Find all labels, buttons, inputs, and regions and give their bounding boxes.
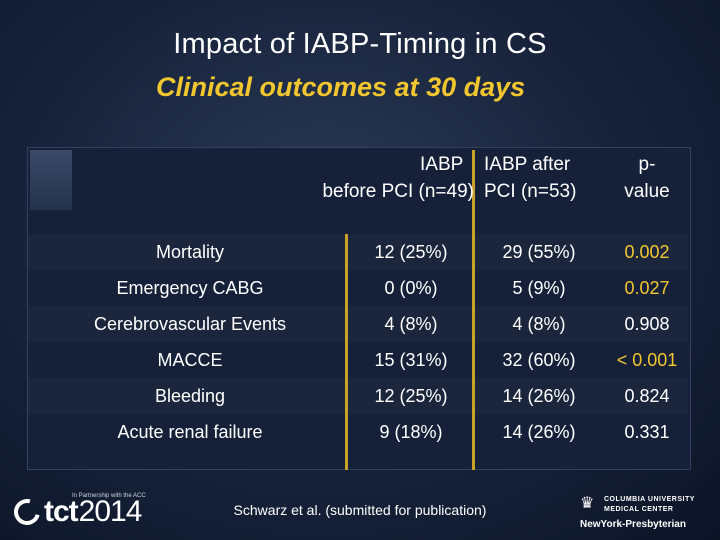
header-p-line1: p- — [638, 154, 656, 175]
row-after-value: 29 (55%) — [502, 242, 576, 262]
tct-logo-text: tct — [44, 495, 79, 528]
cu-line2: MEDICAL CENTER — [604, 506, 674, 513]
row-before-value: 9 (18%) — [379, 422, 443, 442]
row-p-value: 0.824 — [624, 386, 670, 406]
row-label: Acute renal failure — [117, 422, 263, 442]
row-after-value: 5 (9%) — [512, 278, 566, 298]
citation: Schwarz et al. (submitted for publicatio… — [233, 502, 487, 518]
header-before-line1: IABP — [420, 154, 464, 175]
column-divider-left — [345, 234, 348, 470]
tct-swirl-icon — [9, 494, 45, 530]
column-divider-right — [472, 150, 475, 470]
header-before-line2: before PCI (n=49) — [322, 181, 474, 202]
crown-icon: ♛ — [580, 495, 595, 512]
header-p-line2: value — [624, 181, 670, 202]
table-panel — [27, 147, 691, 470]
header-corner-decoration — [30, 150, 72, 210]
row-before-value: 12 (25%) — [374, 242, 448, 262]
nyp-name: NewYork-Presbyterian — [580, 519, 686, 530]
row-p-value: 0.908 — [624, 314, 670, 334]
slide-subtitle: Clinical outcomes at 30 days — [156, 72, 526, 102]
row-after-value: 4 (8%) — [512, 314, 566, 334]
row-before-value: 4 (8%) — [384, 314, 438, 334]
row-before-value: 12 (25%) — [374, 386, 448, 406]
row-before-value: 0 (0%) — [384, 278, 438, 298]
row-label: Emergency CABG — [116, 278, 264, 298]
row-label: Bleeding — [154, 386, 226, 406]
slide-title: Impact of IABP-Timing in CS — [173, 28, 547, 60]
header-after-line1: IABP after — [484, 154, 571, 175]
row-label: MACCE — [157, 350, 223, 370]
row-p-value: < 0.001 — [616, 350, 678, 370]
cu-line1: COLUMBIA UNIVERSITY — [604, 496, 695, 503]
row-label: Cerebrovascular Events — [93, 314, 287, 334]
row-before-value: 15 (31%) — [374, 350, 448, 370]
row-after-value: 32 (60%) — [502, 350, 576, 370]
row-p-value: 0.331 — [624, 422, 670, 442]
tct-tagline: In Partnership with the ACC — [72, 493, 146, 499]
tct-logo-year: 2014 — [78, 495, 143, 528]
row-after-value: 14 (26%) — [502, 386, 576, 406]
tct-logo: tct 2014 In Partnership with the ACC — [9, 490, 146, 534]
row-after-value: 14 (26%) — [502, 422, 576, 442]
header-after-line2: PCI (n=53) — [484, 181, 577, 202]
row-p-value: 0.027 — [624, 278, 670, 298]
columbia-nyp-logo: ♛ COLUMBIA UNIVERSITY MEDICAL CENTER New… — [578, 493, 716, 533]
row-p-value: 0.002 — [624, 242, 670, 262]
row-label: Mortality — [155, 242, 224, 262]
